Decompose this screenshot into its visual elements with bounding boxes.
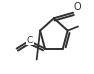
Text: C: C [27,36,33,45]
Text: O: O [74,2,81,12]
